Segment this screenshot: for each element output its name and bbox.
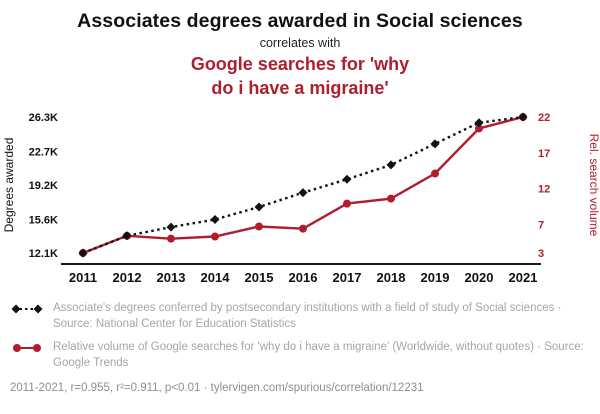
- left-axis-title: Degrees awarded: [2, 137, 16, 232]
- left-axis-tick: 22.7K: [29, 146, 58, 158]
- legend: Associate's degrees conferred by postsec…: [0, 296, 600, 372]
- correlated-term-title: Google searches for 'why do i have a mig…: [190, 54, 410, 98]
- left-axis-tick: 12.1K: [29, 248, 58, 260]
- right-axis-tick: 3: [538, 248, 544, 260]
- stats-footer: 2011-2021, r=0.955, r²=0.911, p<0.01 · t…: [10, 381, 424, 394]
- right-axis-tick: 12: [538, 183, 550, 195]
- diamond-marker-icon: [386, 159, 396, 169]
- legend-item-searches: Relative volume of Google searches for '…: [10, 339, 590, 372]
- diamond-marker-icon: [254, 202, 264, 212]
- right-axis-tick: 22: [538, 112, 550, 124]
- left-axis-tick: 26.3K: [29, 112, 58, 124]
- diamond-marker-icon: [474, 117, 484, 127]
- circle-marker-icon: [343, 199, 351, 208]
- diamond-marker-icon: [166, 222, 176, 232]
- x-axis-tick: 2020: [465, 270, 494, 285]
- x-axis-tick: 2019: [421, 270, 450, 285]
- right-axis-tick: 17: [538, 147, 550, 159]
- circle-marker-icon: [475, 123, 483, 132]
- circle-marker-icon: [255, 222, 263, 231]
- x-axis-tick: 2017: [333, 270, 362, 285]
- left-axis-tick: 19.2K: [29, 180, 58, 192]
- diamond-marker-icon: [342, 174, 352, 184]
- diamond-marker-icon: [210, 214, 220, 224]
- legend-item-degrees: Associate's degrees conferred by postsec…: [10, 300, 590, 333]
- x-axis-tick: 2012: [113, 270, 142, 285]
- x-axis-tick: 2021: [509, 270, 538, 285]
- chart-title: Associates degrees awarded in Social sci…: [77, 10, 523, 32]
- left-axis-tick: 15.6K: [29, 214, 58, 226]
- legend-marker-circle-solid-icon: [13, 344, 41, 353]
- x-axis-tick: 2014: [201, 270, 231, 285]
- correlates-with-label: correlates with: [259, 36, 341, 50]
- circle-marker-icon: [211, 232, 219, 241]
- right-axis-tick: 7: [538, 219, 544, 231]
- legend-label-searches: Relative volume of Google searches for '…: [53, 341, 584, 370]
- x-axis-tick: 2018: [377, 270, 406, 285]
- diamond-marker-icon: [430, 138, 440, 148]
- diamond-marker-icon: [122, 230, 132, 240]
- x-axis-tick: 2011: [69, 270, 97, 285]
- legend-label-degrees: Associate's degrees conferred by postsec…: [53, 301, 562, 330]
- correlation-chart: 12.1K 15.6K 19.2K 22.7K 26.3K 3 7 12 17 22 2011 201…: [2, 112, 600, 285]
- circle-marker-icon: [431, 169, 439, 178]
- legend-marker-diamond-dotted-icon: [11, 304, 43, 313]
- diamond-marker-icon: [518, 112, 528, 121]
- diamond-marker-icon: [298, 187, 308, 197]
- right-axis-title: Rel. search volume: [587, 133, 600, 236]
- circle-marker-icon: [299, 224, 307, 233]
- x-axis-tick: 2015: [245, 270, 274, 285]
- x-axis-tick: 2016: [289, 270, 318, 285]
- x-axis-tick: 2013: [157, 270, 186, 285]
- circle-marker-icon: [387, 194, 395, 203]
- diamond-marker-icon: [78, 248, 88, 257]
- circle-marker-icon: [167, 234, 175, 243]
